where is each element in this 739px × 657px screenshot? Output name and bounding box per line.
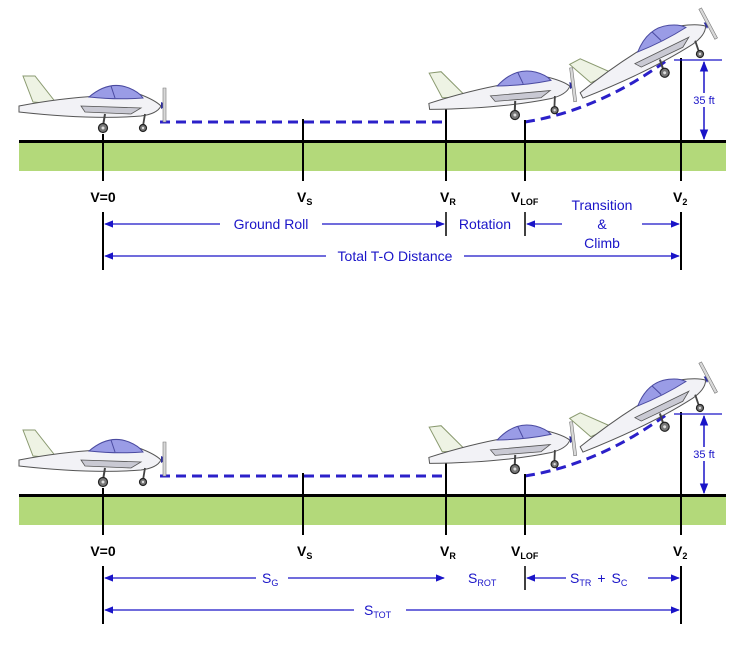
transition-label-line2: & [597, 216, 607, 232]
bottom-diagram: 35 ft V=0 VS VR VLOF V2 SG SROT STR + SC S… [18, 350, 726, 624]
obstacle-height-label: 35 ft [693, 95, 714, 107]
transition-climb-path-bottom [524, 410, 671, 478]
airplane-rotating [424, 54, 579, 131]
label-vr-bottom: VR [440, 543, 456, 561]
label-vr: VR [440, 189, 456, 207]
airplane-rotating-bottom [424, 408, 579, 485]
label-vs-bottom: VS [297, 543, 312, 561]
rotation-label: Rotation [459, 216, 511, 232]
ground-roll-label: Ground Roll [234, 216, 309, 232]
sg-label: SG [262, 570, 278, 588]
srot-label: SROT [468, 570, 497, 588]
label-vlof-bottom: VLOF [511, 543, 539, 561]
transition-climb-path [524, 56, 671, 124]
label-v0-bottom: V=0 [90, 543, 116, 559]
total-distance-label: Total T-O Distance [338, 248, 453, 264]
label-vlof: VLOF [511, 189, 539, 207]
runway-ground [19, 142, 726, 171]
transition-label-line3: Climb [584, 235, 620, 251]
top-diagram: 35 ft V=0 VS VR VLOF V2 Ground Roll Rota… [18, 0, 726, 270]
label-v2: V2 [673, 189, 687, 207]
label-v0: V=0 [90, 189, 116, 205]
runway-ground-bottom [19, 496, 726, 525]
stot-label: STOT [364, 602, 392, 620]
airplane-stationary [18, 75, 167, 134]
label-v2-bottom: V2 [673, 543, 687, 561]
str-sc-label: STR + SC [570, 570, 628, 588]
obstacle-height-label-bottom: 35 ft [693, 449, 714, 461]
label-vs: VS [297, 189, 312, 207]
transition-label-line1: Transition [572, 197, 633, 213]
airplane-stationary-bottom [18, 429, 167, 488]
